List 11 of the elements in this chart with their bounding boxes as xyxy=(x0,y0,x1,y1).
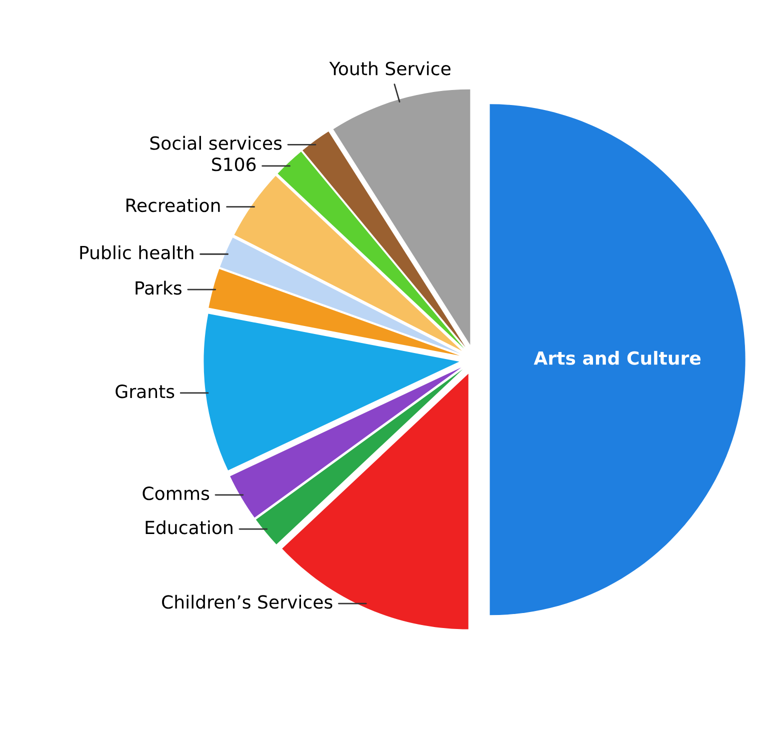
slice-label: Parks xyxy=(136,280,182,295)
slice-label: Arts and Culture xyxy=(534,350,701,365)
slice-label: S106 xyxy=(212,158,256,172)
slice-label: Comms xyxy=(142,486,210,500)
slice-label: Children’s Services xyxy=(162,594,332,609)
slice-label: Social services xyxy=(150,136,282,150)
slice-label: Public health xyxy=(80,245,194,260)
slice-label: Recreation xyxy=(126,198,220,212)
slice-label: Grants xyxy=(116,384,174,398)
slice-label: Youth Service xyxy=(329,61,450,76)
slice-label: Education xyxy=(146,520,232,534)
